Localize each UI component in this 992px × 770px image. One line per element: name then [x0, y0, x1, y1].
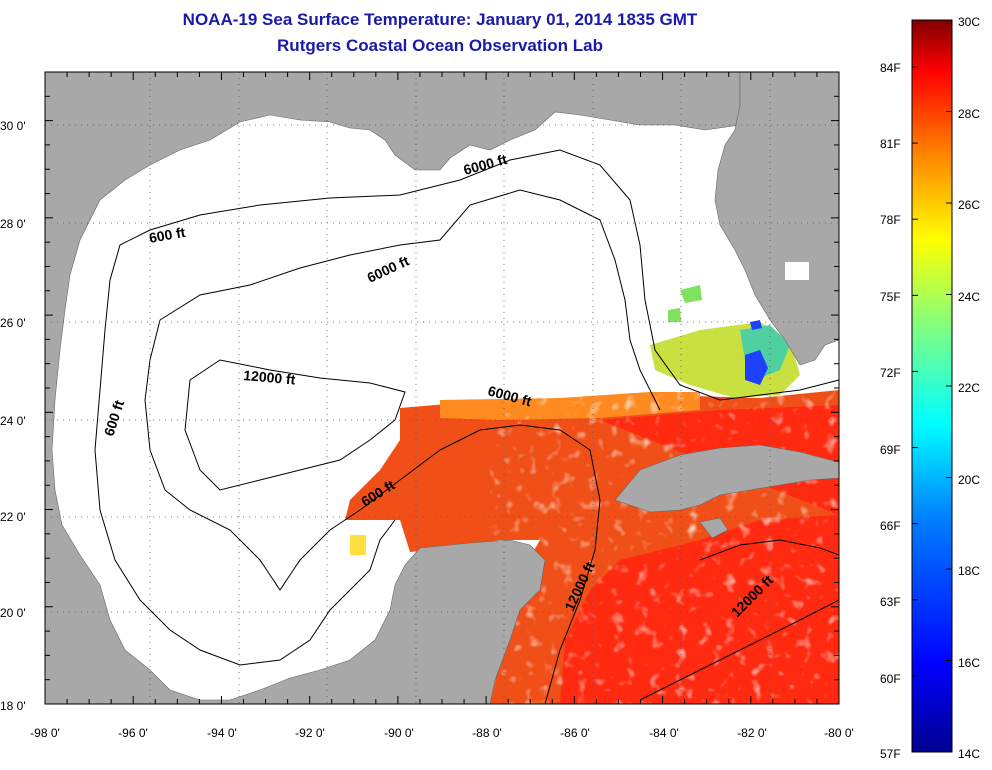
- land-florida: [714, 72, 839, 366]
- bathymetry-contours: [94, 149, 840, 705]
- colorbar-celsius-label: 28C: [958, 107, 980, 121]
- colorbar-celsius-label: 22C: [958, 381, 980, 395]
- map-subtitle: Rutgers Coastal Ocean Observation Lab: [277, 36, 603, 55]
- colorbar-fahrenheit-label: 78F: [880, 213, 901, 227]
- colorbar-fahrenheit-label: 84F: [880, 61, 901, 75]
- axis-ticks: [44, 71, 840, 705]
- sst-small-patches: [668, 285, 702, 322]
- colorbar-fahrenheit-label: 69F: [880, 443, 901, 457]
- colorbar-fahrenheit-label: 66F: [880, 519, 901, 533]
- colorbar-celsius-label: 26C: [958, 198, 980, 212]
- y-tick-label: 18 0': [0, 699, 26, 713]
- colorbar-fahrenheit-label: 57F: [880, 747, 901, 761]
- land-north-west: [45, 72, 839, 704]
- colorbar-fahrenheit-label: 75F: [880, 290, 901, 304]
- y-tick-label: 28 0': [0, 217, 26, 231]
- contour-label-12000ft-west: 12000 ft: [243, 367, 297, 388]
- x-tick-label: -84 0': [649, 726, 679, 740]
- contour-label-600ft-west: 600 ft: [148, 224, 187, 246]
- y-tick-label: 20 0': [0, 606, 26, 620]
- x-tick-label: -92 0': [295, 726, 325, 740]
- x-tick-label: -80 0': [824, 726, 854, 740]
- x-tick-label: -82 0': [737, 726, 767, 740]
- colorbar-celsius-label: 18C: [958, 564, 980, 578]
- colorbar: 30C 28C 26C 24C 22C 20C 18C 16C 14C 84F …: [880, 15, 980, 761]
- colorbar-fahrenheit-label: 63F: [880, 595, 901, 609]
- x-tick-label: -94 0': [207, 726, 237, 740]
- y-tick-label: 30 0': [0, 119, 26, 133]
- colorbar-fahrenheit-label: 81F: [880, 137, 901, 151]
- y-axis: 18 0' 20 0' 22 0' 24 0' 26 0' 28 0' 30 0…: [0, 119, 26, 713]
- lake-okeechobee: [785, 262, 809, 280]
- x-tick-label: -98 0': [30, 726, 60, 740]
- land-cuba: [614, 444, 839, 513]
- cloud-speckle: [490, 390, 839, 704]
- x-axis: -98 0' -96 0' -94 0' -92 0' -90 0' -88 0…: [30, 726, 854, 740]
- lat-lon-grid: [45, 72, 839, 704]
- sst-blue-patches: [745, 320, 768, 385]
- map-title: NOAA-19 Sea Surface Temperature: January…: [182, 10, 698, 29]
- colorbar-fahrenheit-label: 60F: [880, 672, 901, 686]
- x-tick-label: -86 0': [560, 726, 590, 740]
- colorbar-celsius-label: 20C: [958, 473, 980, 487]
- colorbar-ticks: [912, 19, 952, 753]
- y-tick-label: 26 0': [0, 316, 26, 330]
- colorbar-celsius-label: 24C: [958, 290, 980, 304]
- colorbar-celsius-label: 16C: [958, 656, 980, 670]
- y-tick-label: 24 0': [0, 414, 26, 428]
- colorbar-fahrenheit-label: 72F: [880, 366, 901, 380]
- colorbar-celsius-label: 30C: [958, 15, 980, 29]
- x-tick-label: -90 0': [384, 726, 414, 740]
- colorbar-gradient: [911, 19, 953, 753]
- y-tick-label: 22 0': [0, 510, 26, 524]
- colorbar-celsius-label: 14C: [958, 747, 980, 761]
- x-tick-label: -88 0': [472, 726, 502, 740]
- x-tick-label: -96 0': [118, 726, 148, 740]
- sst-yellow-patch: [350, 535, 366, 555]
- land-isle-of-youth: [699, 517, 729, 539]
